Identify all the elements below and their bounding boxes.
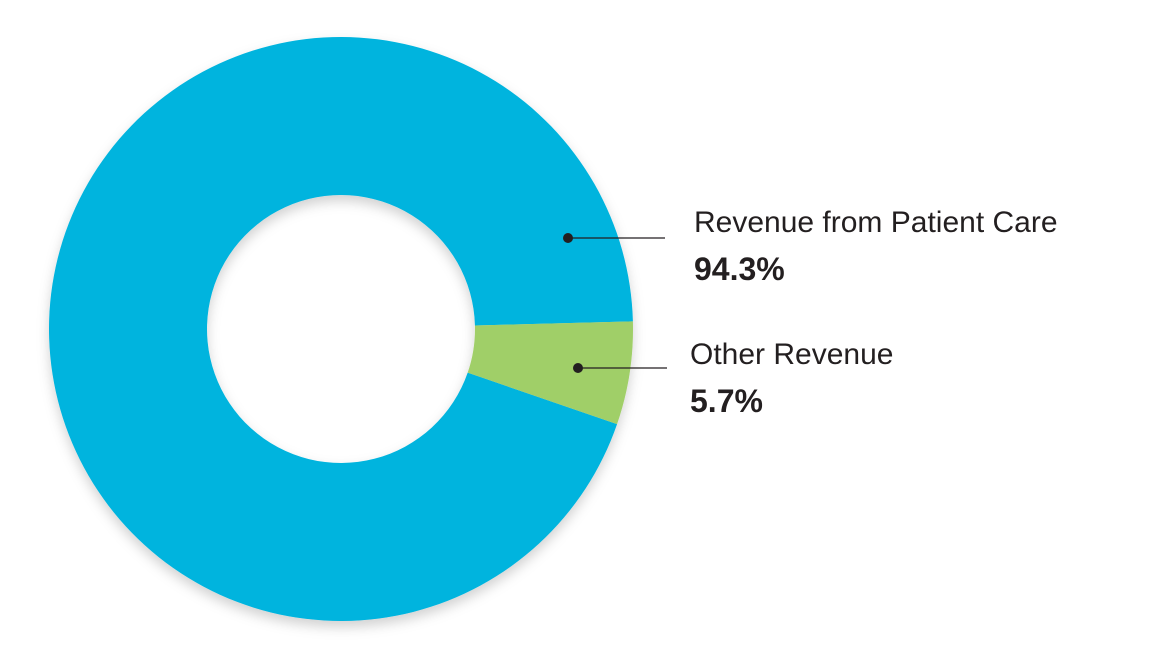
slice-label: Other Revenue: [690, 338, 893, 371]
slice-value-label: 5.7%: [690, 383, 763, 419]
slices-layer: [49, 36, 634, 621]
slice-label: Revenue from Patient Care: [694, 206, 1058, 239]
slice-value-label: 94.3%: [694, 251, 785, 287]
leader-dot: [563, 233, 573, 243]
labels-layer: Revenue from Patient Care 94.3% Other Reve…: [563, 206, 1058, 419]
slice-revenue-from-patient-care: [49, 36, 633, 621]
leader-dot: [573, 363, 583, 373]
slice-other-revenue: [467, 321, 634, 425]
